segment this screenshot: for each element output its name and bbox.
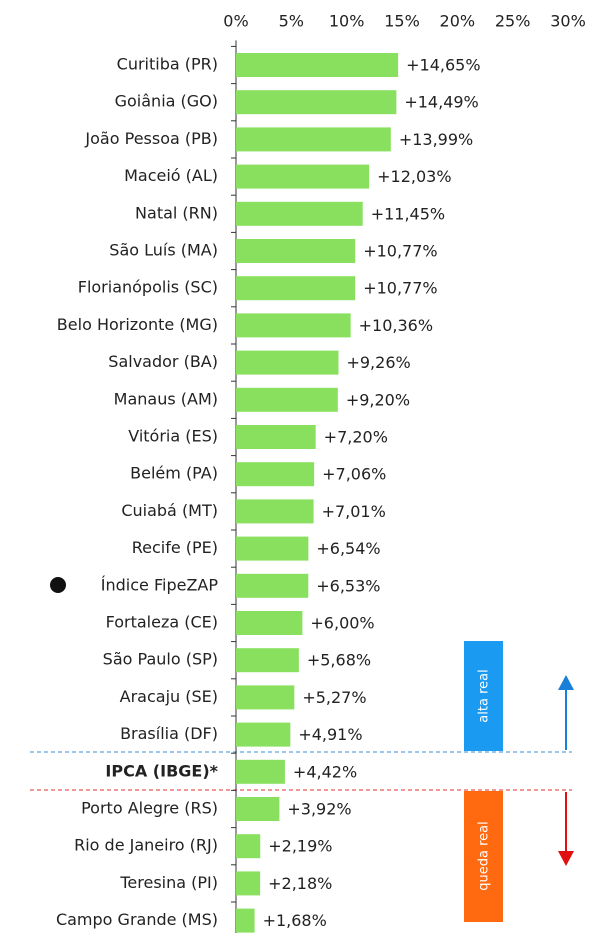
bar [236, 648, 299, 673]
alta-box [464, 641, 503, 751]
value-label: +5,68% [307, 651, 371, 670]
bar [236, 350, 339, 375]
x-tick-label: 25% [495, 12, 531, 31]
x-tick-label: 15% [384, 12, 420, 31]
y-tick-label: Goiânia (GO) [115, 92, 218, 111]
value-label: +9,20% [346, 390, 410, 409]
y-tick-label: Belo Horizonte (MG) [57, 315, 218, 334]
value-label: +14,49% [404, 93, 478, 112]
value-label: +13,99% [399, 130, 473, 149]
bar [236, 834, 261, 859]
fipezap-dot [50, 577, 66, 593]
y-tick-label: Brasília (DF) [120, 724, 218, 743]
y-tick-label: Maceió (AL) [124, 166, 218, 185]
down-arrow-head [558, 851, 574, 866]
y-tick-label: Rio de Janeiro (RJ) [74, 836, 218, 855]
value-label: +4,42% [293, 762, 357, 781]
value-label: +10,77% [363, 279, 437, 298]
y-tick-label: São Paulo (SP) [103, 650, 218, 669]
bar [236, 53, 399, 77]
value-label: +9,26% [346, 353, 410, 372]
bar [236, 164, 370, 189]
value-label: +2,19% [268, 837, 332, 856]
y-tick-label: Cuiabá (MT) [121, 501, 218, 520]
y-tick-label: Índice FipeZAP [101, 575, 219, 594]
y-tick-label: Recife (PE) [132, 538, 218, 557]
value-label: +10,36% [359, 316, 433, 335]
x-tick-label: 5% [279, 12, 304, 31]
bar [236, 201, 363, 226]
y-tick-label: Teresina (PI) [119, 873, 218, 892]
bar [236, 239, 356, 263]
y-tick-label: João Pessoa (PB) [84, 129, 218, 148]
bar [236, 276, 356, 301]
value-label: +1,68% [263, 911, 327, 930]
value-label: +7,20% [324, 428, 388, 447]
value-label: +12,03% [377, 167, 451, 186]
value-label: +4,91% [298, 725, 362, 744]
bar [236, 573, 309, 598]
x-tick-label: 20% [440, 12, 476, 31]
y-tick-label: IPCA (IBGE)* [105, 761, 218, 780]
value-label: +10,77% [363, 242, 437, 261]
y-tick-label: Curitiba (PR) [117, 55, 218, 74]
up-arrow-head [558, 675, 574, 690]
value-label: +6,54% [316, 539, 380, 558]
y-tick-label: Florianópolis (SC) [78, 278, 218, 297]
bar [236, 313, 351, 338]
value-label: +11,45% [371, 204, 445, 223]
bar [236, 722, 291, 747]
y-tick-label: Belém (PA) [130, 464, 218, 483]
value-label: +7,06% [322, 465, 386, 484]
y-tick-label: São Luís (MA) [109, 241, 218, 260]
queda-box [464, 791, 503, 922]
value-label: +5,27% [302, 688, 366, 707]
y-tick-label: Porto Alegre (RS) [81, 799, 218, 818]
x-tick-label: 30% [550, 12, 586, 31]
bar [236, 425, 316, 449]
value-label: +6,00% [310, 614, 374, 633]
bar [236, 127, 391, 152]
y-tick-label: Aracaju (SE) [120, 687, 218, 706]
bar [236, 536, 309, 561]
value-label: +3,92% [287, 800, 351, 819]
value-label: +7,01% [322, 502, 386, 521]
value-label: +14,65% [406, 56, 480, 75]
value-label: +2,18% [268, 874, 332, 893]
bar [236, 462, 315, 487]
bar [236, 499, 314, 524]
y-tick-label: Campo Grande (MS) [56, 910, 218, 929]
x-tick-label: 10% [329, 12, 365, 31]
value-label: +6,53% [316, 576, 380, 595]
y-tick-label: Salvador (BA) [108, 352, 218, 371]
bar [236, 611, 303, 635]
y-tick-label: Natal (RN) [135, 203, 218, 222]
bar [236, 871, 261, 896]
queda-label: queda real [477, 821, 492, 890]
y-tick-label: Fortaleza (CE) [106, 613, 218, 632]
bar [236, 759, 285, 784]
alta-label: alta real [477, 669, 492, 722]
bar [236, 90, 397, 115]
bar [236, 685, 295, 710]
y-tick-label: Vitória (ES) [128, 427, 218, 446]
bar [236, 797, 280, 821]
bar [236, 908, 255, 933]
x-tick-label: 0% [223, 12, 248, 31]
y-tick-label: Manaus (AM) [114, 389, 218, 408]
bar [236, 387, 338, 412]
